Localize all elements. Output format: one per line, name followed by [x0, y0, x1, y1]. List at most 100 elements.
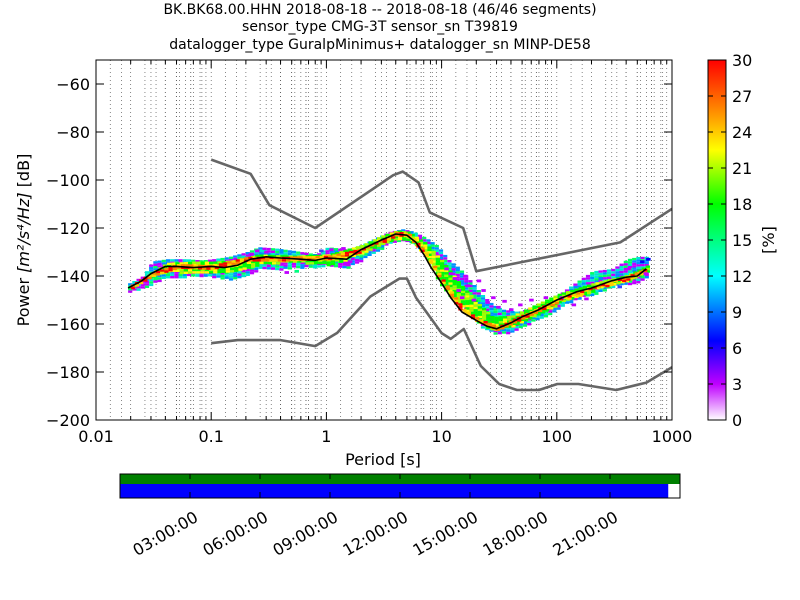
density-cell — [308, 253, 313, 256]
density-cell — [539, 316, 544, 319]
density-cell — [527, 320, 532, 323]
density-cell — [255, 254, 260, 258]
density-cell — [196, 261, 201, 264]
density-cell — [354, 261, 360, 264]
y-axis-label-units: [m²/s⁴/Hz] — [14, 192, 33, 272]
density-cell — [245, 268, 250, 272]
density-cell — [273, 259, 278, 262]
density-cell — [431, 255, 436, 259]
density-cell — [296, 253, 301, 257]
density-cell — [447, 267, 452, 270]
density-cell — [225, 267, 230, 271]
density-cell — [149, 264, 154, 267]
density-cell — [606, 286, 612, 289]
density-cell — [203, 260, 208, 263]
density-cell — [217, 270, 222, 274]
density-cell — [612, 283, 617, 286]
density-cell — [493, 313, 498, 316]
density-cell — [549, 307, 554, 310]
density-cell — [632, 260, 637, 263]
density-cell — [480, 326, 486, 329]
density-cell — [440, 276, 445, 280]
density-cell — [176, 264, 182, 267]
density-cell — [403, 234, 408, 238]
density-cell — [290, 258, 295, 262]
density-cell — [514, 326, 519, 329]
density-cell — [518, 325, 523, 329]
density-cell — [594, 292, 599, 295]
density-cell — [233, 277, 238, 280]
density-cell — [510, 311, 515, 314]
density-cell — [536, 305, 541, 309]
density-cell — [473, 306, 478, 310]
density-cell — [200, 261, 205, 264]
y-tick-label: −180 — [46, 363, 90, 382]
density-cell — [260, 259, 266, 262]
density-cell — [149, 278, 154, 282]
density-cell — [472, 287, 477, 290]
density-cell — [638, 270, 644, 274]
density-cell — [594, 275, 599, 279]
density-cell — [456, 298, 461, 301]
density-cell — [567, 295, 572, 298]
density-cell — [153, 263, 158, 266]
density-cell — [511, 325, 516, 328]
density-cell — [279, 253, 284, 257]
density-cell — [561, 294, 566, 298]
density-cell — [540, 303, 545, 307]
density-cell — [582, 285, 587, 289]
density-cell — [632, 279, 637, 282]
density-cell — [381, 242, 386, 245]
density-cell — [585, 277, 591, 280]
density-cell — [527, 318, 532, 321]
density-cell — [476, 292, 481, 295]
density-cell — [507, 315, 512, 319]
density-cell — [375, 247, 381, 250]
density-cell — [277, 259, 282, 262]
density-cell — [636, 266, 641, 269]
density-cell — [304, 264, 309, 268]
density-cell — [508, 323, 513, 326]
scatter-cell — [444, 267, 449, 271]
density-cell — [258, 247, 263, 250]
density-cell — [469, 304, 474, 307]
density-cell — [227, 263, 232, 267]
density-cell — [573, 285, 578, 289]
density-cell — [294, 258, 299, 262]
density-cell — [350, 257, 355, 261]
colorbar-tick-label: 30 — [732, 51, 752, 70]
scatter-cell — [502, 299, 507, 303]
density-cell — [617, 278, 623, 281]
density-cell — [451, 265, 456, 269]
density-cell — [630, 274, 635, 277]
density-cell — [493, 308, 498, 311]
density-cell — [182, 273, 187, 276]
density-cell — [598, 270, 603, 273]
density-cell — [482, 315, 487, 318]
density-cell — [636, 259, 641, 262]
density-cell — [228, 275, 234, 279]
density-cell — [444, 279, 449, 282]
density-cell — [213, 261, 218, 264]
scatter-cell — [347, 260, 353, 264]
density-cell — [602, 289, 607, 292]
density-cell — [318, 261, 323, 265]
density-cell — [192, 261, 197, 264]
density-cell — [611, 276, 616, 279]
density-cell — [444, 274, 449, 277]
density-cell — [633, 276, 638, 279]
density-cell — [581, 294, 586, 297]
density-cell — [329, 250, 334, 253]
density-cell — [435, 267, 440, 270]
density-cell — [581, 280, 586, 283]
density-cell — [560, 304, 565, 307]
plot-frame — [95, 59, 673, 421]
density-cell — [283, 249, 288, 253]
density-cell — [539, 314, 544, 317]
density-cell — [545, 299, 550, 302]
density-cell — [283, 261, 288, 265]
density-cell — [497, 312, 502, 316]
density-cell — [517, 319, 522, 322]
density-cell — [468, 289, 473, 293]
density-cell — [389, 239, 394, 242]
